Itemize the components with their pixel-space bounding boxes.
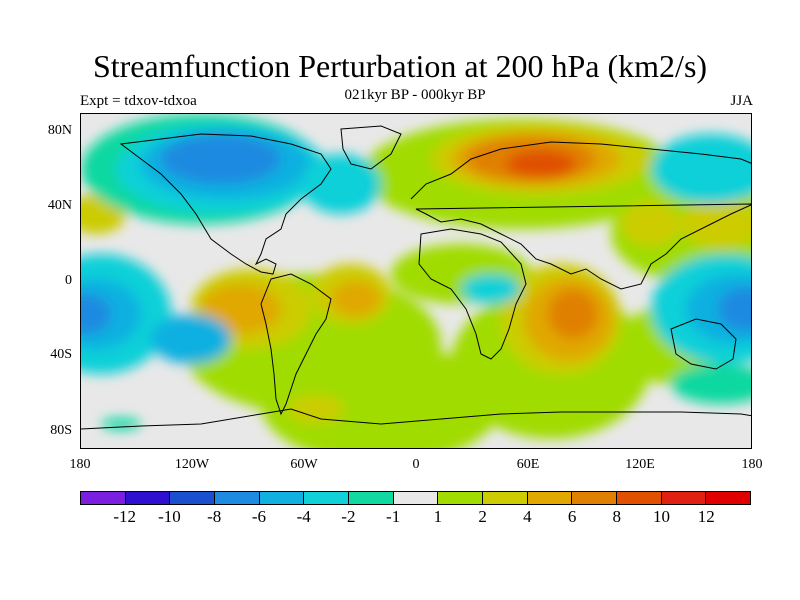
colorbar-label: -8 xyxy=(207,507,222,526)
lat-label: 40N xyxy=(47,198,72,213)
colorbar-swatch xyxy=(125,492,171,504)
lat-label: 80S xyxy=(50,423,72,438)
coastline-antarctica xyxy=(81,408,751,430)
field-region xyxy=(461,274,521,304)
lat-label: 40S xyxy=(50,347,72,362)
field-region xyxy=(718,287,751,331)
chart-subtitle: 021kyr BP - 000kyr BP xyxy=(344,87,486,103)
field-region xyxy=(548,289,598,339)
map-plot-area xyxy=(80,113,752,449)
colorbar-swatch xyxy=(438,492,484,504)
field-region xyxy=(621,202,681,246)
lat-label: 0 xyxy=(65,273,72,288)
colorbar-label: 8 xyxy=(612,507,622,526)
colorbar-swatch xyxy=(393,492,439,504)
field-region xyxy=(301,154,381,214)
colorbar-label: -12 xyxy=(113,507,137,526)
colorbar-label: 12 xyxy=(697,507,715,526)
field-region xyxy=(671,364,751,404)
colorbar-label: -1 xyxy=(386,507,401,526)
field-region xyxy=(506,150,576,178)
coastline-eurasia xyxy=(410,141,751,290)
colorbar-label: -6 xyxy=(251,507,266,526)
field-region xyxy=(81,294,111,334)
lon-label: 0 xyxy=(412,457,420,472)
colorbar-label: 10 xyxy=(653,507,671,526)
colorbar-label: 1 xyxy=(433,507,443,526)
colorbar-swatch xyxy=(617,492,662,504)
field-region xyxy=(161,134,281,184)
colorbar-swatch xyxy=(81,492,126,504)
field-region xyxy=(288,395,344,423)
lon-label: 60W xyxy=(290,457,318,472)
field-region xyxy=(151,314,231,364)
colorbar xyxy=(80,491,751,505)
lon-label: 180 xyxy=(741,457,763,472)
colorbar-label: 6 xyxy=(567,507,577,526)
experiment-label: Expt = tdxov-tdxoa xyxy=(80,93,197,109)
coastlines xyxy=(81,125,751,430)
colorbar-swatch xyxy=(572,492,618,504)
chart-title: Streamfunction Perturbation at 200 hPa (… xyxy=(92,48,708,84)
coastline-south-america xyxy=(260,273,332,416)
coastline-africa xyxy=(418,228,527,360)
field-region xyxy=(331,281,381,317)
colorbar-swatch xyxy=(349,492,394,504)
colorbar-swatch xyxy=(304,492,350,504)
colorbar-label: -2 xyxy=(341,507,356,526)
coastline-greenland xyxy=(340,125,402,170)
colorbar-label: 4 xyxy=(523,507,532,526)
colorbar-swatch xyxy=(170,492,216,504)
colorbar-swatch xyxy=(527,492,573,504)
colorbar-swatch xyxy=(706,492,751,504)
lat-label: 80N xyxy=(47,123,72,138)
season-label: JJA xyxy=(730,93,753,109)
coastline-australia xyxy=(670,318,737,370)
colorbar-label: -4 xyxy=(296,507,311,526)
colorbar-label: -10 xyxy=(158,507,181,526)
colorbar-swatch xyxy=(483,492,528,504)
lon-label: 120E xyxy=(625,457,655,472)
field-region xyxy=(201,284,281,334)
lon-label: 120W xyxy=(174,457,210,472)
field-region xyxy=(681,199,751,249)
colorbar-swatch xyxy=(215,492,260,504)
colorbar-swatch xyxy=(259,492,305,504)
map-svg xyxy=(81,114,751,448)
lon-label: 60E xyxy=(516,457,540,472)
coastline-north-america xyxy=(119,133,332,275)
colorbar-label: 2 xyxy=(478,507,487,526)
colorbar-swatch xyxy=(661,492,707,504)
lon-label: 180 xyxy=(69,457,91,472)
